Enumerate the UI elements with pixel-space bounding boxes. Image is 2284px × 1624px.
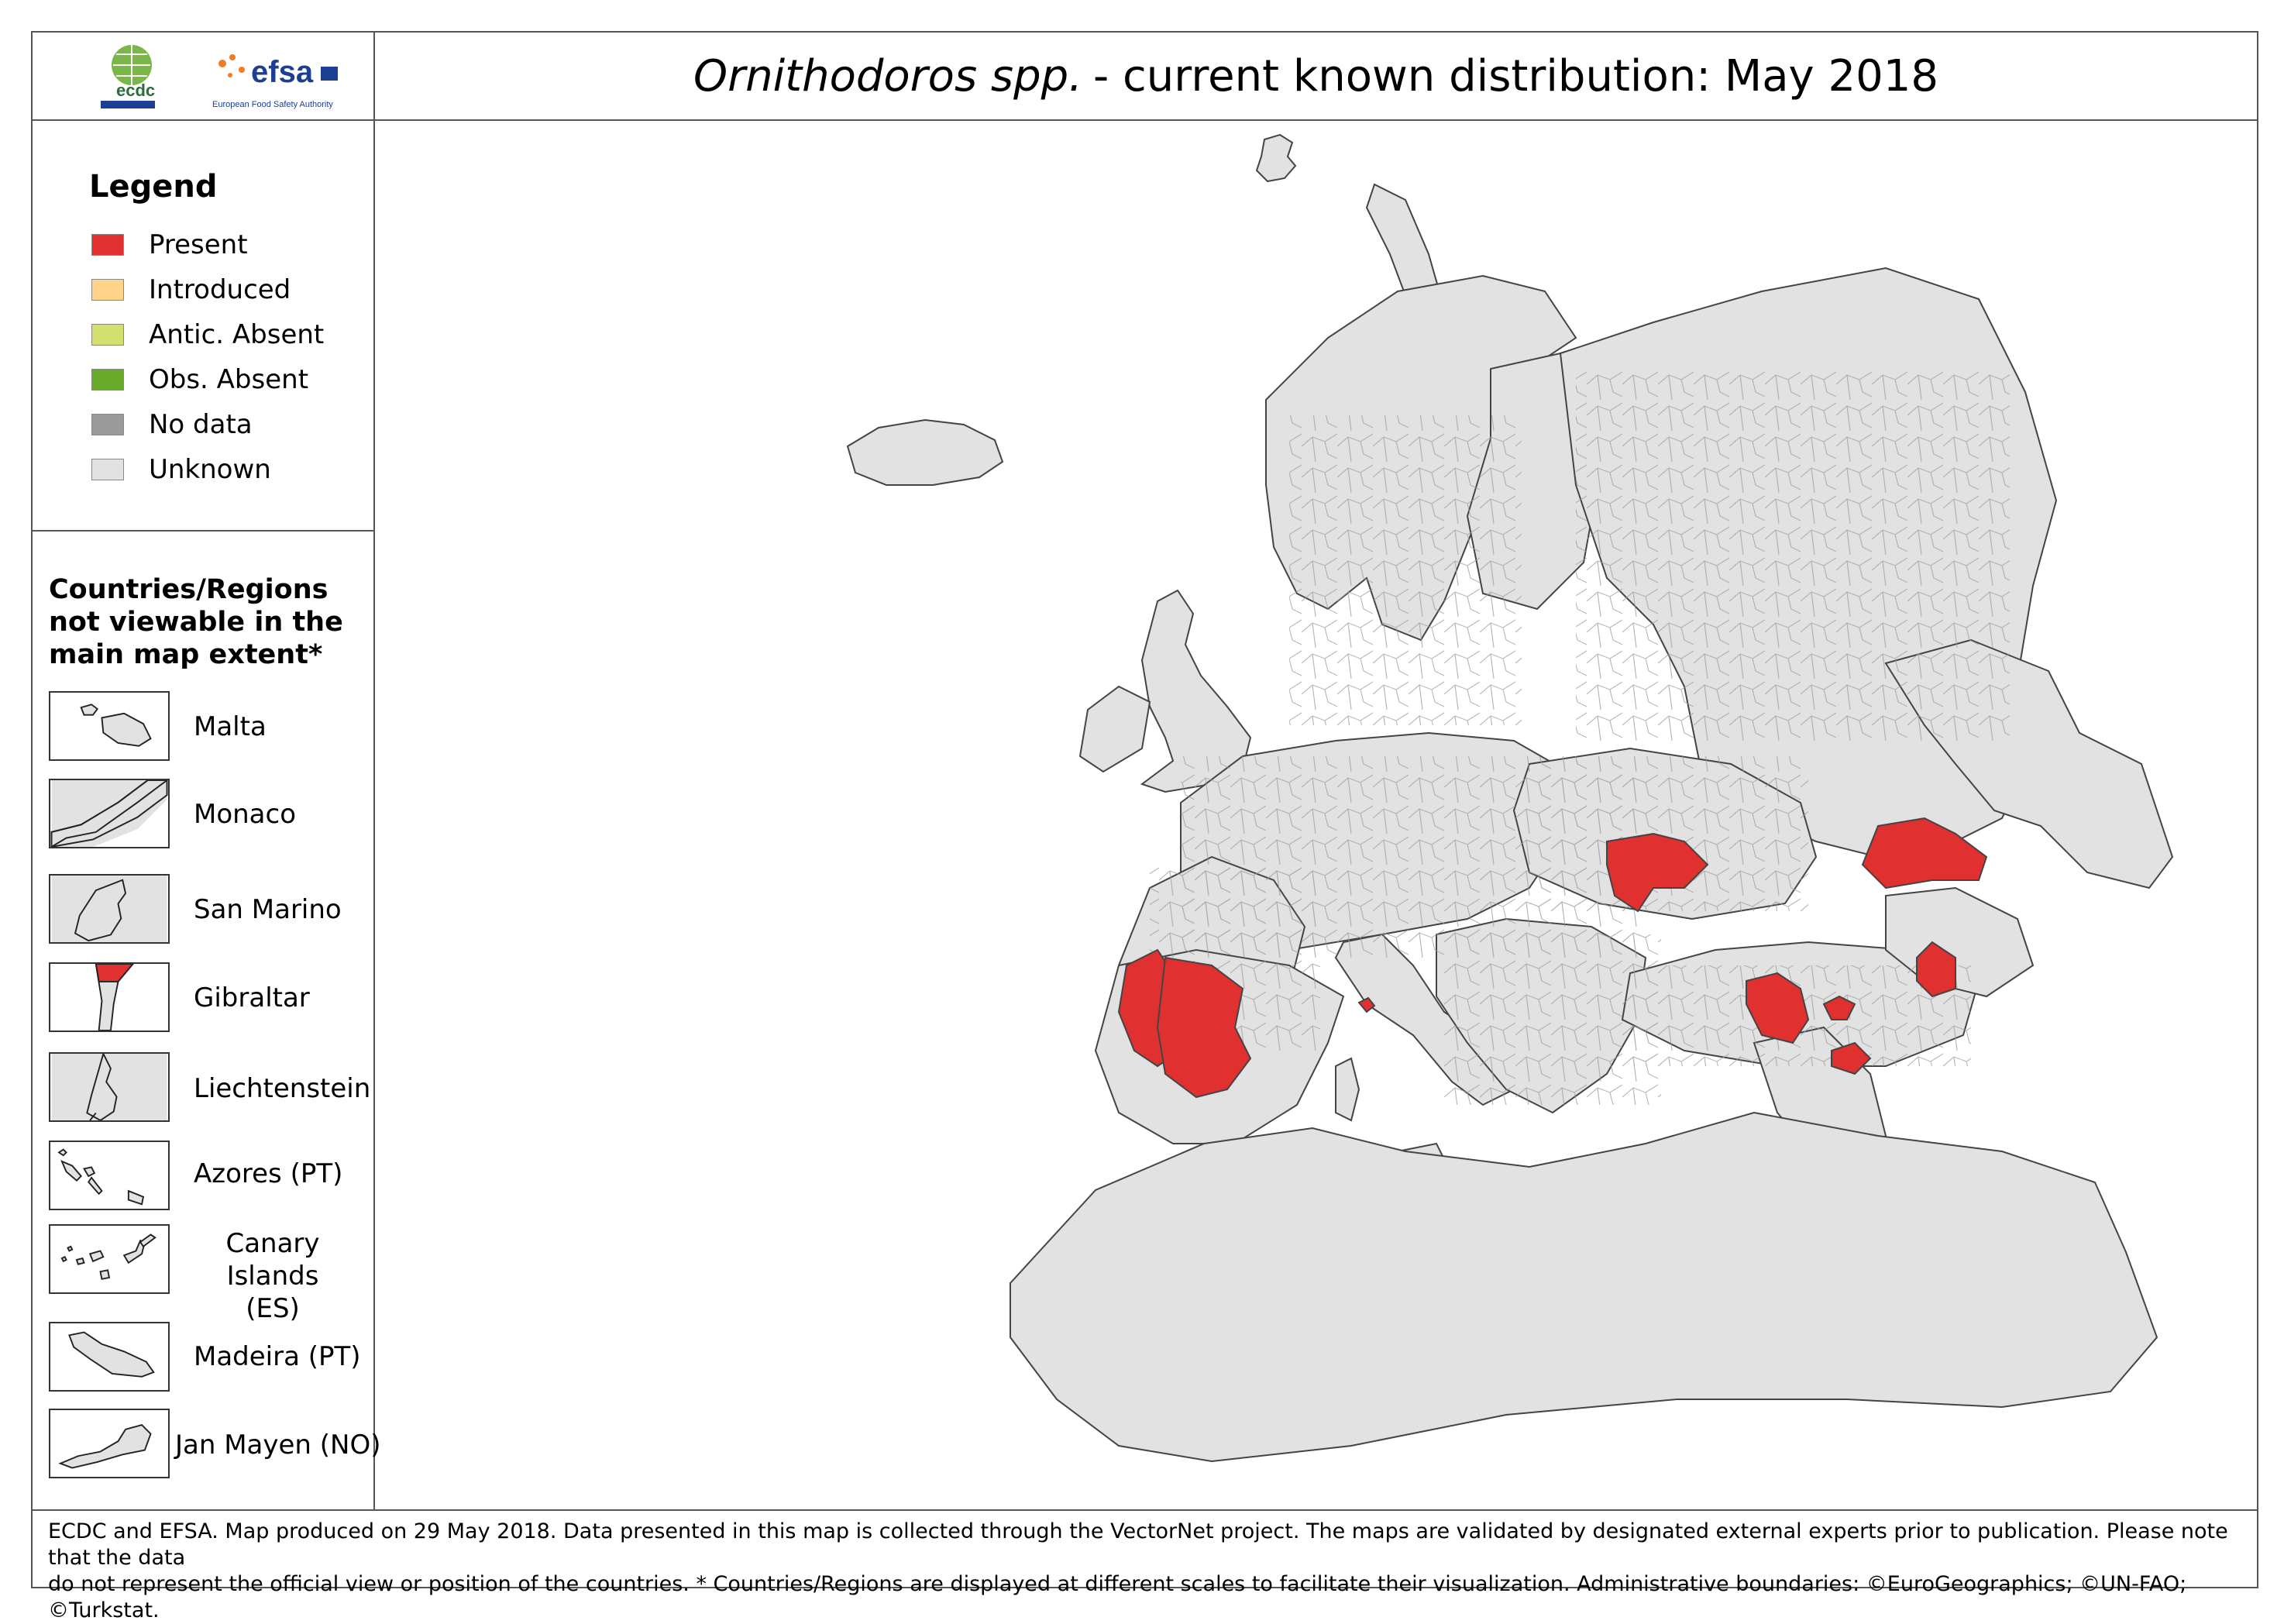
footer: ECDC and EFSA. Map produced on 29 May 20… xyxy=(48,1519,2248,1624)
legend-label: Antic. Absent xyxy=(149,319,325,350)
inset-label-jan-mayen: Jan Mayen (NO) xyxy=(175,1430,381,1461)
legend-label: Introduced xyxy=(149,274,291,305)
inset-label-monaco: Monaco xyxy=(194,799,297,830)
inset-madeira xyxy=(49,1322,170,1392)
legend-swatch xyxy=(91,324,124,346)
insets-title: Countries/Regions not viewable in the ma… xyxy=(49,574,343,670)
legend-item-present: Present xyxy=(91,229,248,260)
present-turkey-east-1 xyxy=(1822,995,1856,1020)
legend-swatch xyxy=(91,234,124,256)
monaco-shape xyxy=(50,780,168,847)
header-divider xyxy=(33,119,2257,121)
sidebar-divider xyxy=(373,33,375,1509)
efsa-logo: efsa European Food Safety Authority xyxy=(212,54,338,109)
europe-map xyxy=(846,133,2174,1463)
legend-item-obs-absent: Obs. Absent xyxy=(91,364,308,395)
inset-label-azores: Azores (PT) xyxy=(194,1158,343,1189)
inset-jan-mayen xyxy=(49,1409,170,1478)
gibraltar-shape xyxy=(95,964,134,1030)
region-sardinia xyxy=(1335,1057,1360,1122)
ecdc-logo-text: ecdc xyxy=(116,81,155,100)
legend-swatch xyxy=(91,459,124,480)
legend-label: Unknown xyxy=(149,454,271,485)
legend-label: Present xyxy=(149,229,248,260)
main-map[interactable] xyxy=(375,121,2257,1509)
legend-item-no-data: No data xyxy=(91,409,253,440)
san-marino-shape xyxy=(51,876,167,942)
map-frame xyxy=(31,31,2258,1588)
legend-title: Legend xyxy=(89,169,218,205)
logos: ecdc efsa European Food Safety Authority xyxy=(33,33,373,119)
page-title: Ornithodoros spp. - current known distri… xyxy=(375,33,2257,119)
title-species: Ornithodoros spp. xyxy=(693,50,1082,102)
inset-label-canary-islands: Canary Islands (ES) xyxy=(180,1227,366,1325)
present-caucasus xyxy=(1916,941,1956,998)
present-regions xyxy=(1117,817,1988,1099)
legend-swatch xyxy=(91,279,124,301)
region-north-africa xyxy=(1010,1111,2158,1463)
ecdc-logo: ecdc xyxy=(101,45,155,108)
azores-shape xyxy=(57,1148,145,1206)
canary-islands-shape xyxy=(60,1233,157,1280)
present-italy-spot xyxy=(1357,996,1376,1013)
madeira-shape xyxy=(68,1331,155,1378)
legend-swatch xyxy=(91,414,124,435)
footer-line-1: ECDC and EFSA. Map produced on 29 May 20… xyxy=(48,1519,2228,1570)
inset-label-san-marino: San Marino xyxy=(194,894,342,925)
legend-label: Obs. Absent xyxy=(149,364,309,395)
canary-label-line-1: Canary Islands xyxy=(225,1228,320,1292)
legend-label: No data xyxy=(149,409,253,440)
legend-item-introduced: Introduced xyxy=(91,274,291,305)
footer-divider xyxy=(33,1509,2257,1511)
inset-label-malta: Malta xyxy=(194,711,267,742)
legend-item-unknown: Unknown xyxy=(91,454,271,485)
malta-shape xyxy=(80,704,152,747)
region-ireland xyxy=(1078,685,1151,773)
footer-line-2: do not represent the official view or po… xyxy=(48,1572,2187,1622)
region-iceland xyxy=(846,418,1004,486)
inset-san-marino xyxy=(49,874,170,944)
title-rest: - current known distribution: May 2018 xyxy=(1093,50,1938,102)
efsa-logo-subtext: European Food Safety Authority xyxy=(212,100,333,109)
inset-label-madeira: Madeira (PT) xyxy=(194,1341,361,1372)
present-spain-west xyxy=(1156,956,1252,1099)
inset-monaco xyxy=(49,779,170,848)
jan-mayen-shape xyxy=(58,1424,152,1469)
present-turkey-east-2 xyxy=(1831,1041,1872,1075)
inset-liechtenstein xyxy=(49,1052,170,1122)
present-south-russia xyxy=(1861,817,1988,889)
canary-label-line-2: (ES) xyxy=(246,1293,300,1324)
inset-label-liechtenstein: Liechtenstein xyxy=(194,1073,371,1104)
inset-canary-islands xyxy=(49,1224,170,1294)
legend-swatch xyxy=(91,369,124,391)
present-turkey-center xyxy=(1746,972,1810,1044)
inset-malta xyxy=(49,691,170,761)
inset-gibraltar xyxy=(49,962,170,1032)
legend-item-antic-absent: Antic. Absent xyxy=(91,319,324,350)
region-svalbard xyxy=(1255,133,1297,183)
efsa-logo-text: efsa xyxy=(251,55,314,89)
present-moldova-ukraine xyxy=(1606,832,1709,913)
inset-label-gibraltar: Gibraltar xyxy=(194,982,310,1013)
legend-divider xyxy=(33,530,373,532)
liechtenstein-shape xyxy=(51,1054,167,1120)
inset-azores xyxy=(49,1141,170,1210)
